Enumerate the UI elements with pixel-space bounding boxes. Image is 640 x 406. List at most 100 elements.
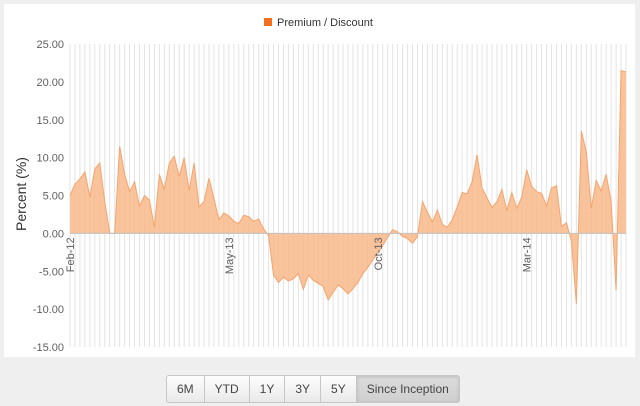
data-point[interactable] xyxy=(440,222,444,226)
data-point[interactable] xyxy=(589,206,593,210)
data-point[interactable] xyxy=(450,218,454,222)
data-point[interactable] xyxy=(306,273,310,277)
data-point[interactable] xyxy=(555,184,559,188)
data-point[interactable] xyxy=(356,281,360,285)
data-point[interactable] xyxy=(167,161,171,165)
data-point[interactable] xyxy=(237,222,241,226)
data-point[interactable] xyxy=(609,199,613,203)
data-point[interactable] xyxy=(416,234,420,238)
data-point[interactable] xyxy=(351,287,355,291)
data-point[interactable] xyxy=(430,220,434,224)
data-point[interactable] xyxy=(217,218,221,222)
data-point[interactable] xyxy=(272,273,276,277)
data-point[interactable] xyxy=(341,287,345,291)
data-point[interactable] xyxy=(460,190,464,194)
data-point[interactable] xyxy=(138,204,142,208)
data-point[interactable] xyxy=(480,186,484,190)
data-point[interactable] xyxy=(594,178,598,182)
data-point[interactable] xyxy=(262,227,266,231)
data-point[interactable] xyxy=(83,170,87,174)
data-point[interactable] xyxy=(485,196,489,200)
data-point[interactable] xyxy=(277,281,281,285)
data-point[interactable] xyxy=(242,213,246,217)
range-button-6m[interactable]: 6M xyxy=(167,376,205,402)
data-point[interactable] xyxy=(475,153,479,157)
data-point[interactable] xyxy=(420,200,424,204)
data-point[interactable] xyxy=(291,277,295,281)
data-point[interactable] xyxy=(103,200,107,204)
data-point[interactable] xyxy=(386,235,390,239)
data-point[interactable] xyxy=(406,237,410,241)
data-point[interactable] xyxy=(470,180,474,184)
data-point[interactable] xyxy=(177,175,181,179)
data-point[interactable] xyxy=(227,214,231,218)
data-point[interactable] xyxy=(78,177,82,181)
data-point[interactable] xyxy=(564,221,568,225)
data-point[interactable] xyxy=(366,265,370,269)
data-point[interactable] xyxy=(267,234,271,238)
data-point[interactable] xyxy=(247,215,251,219)
data-point[interactable] xyxy=(619,69,623,73)
range-button-ytd[interactable]: YTD xyxy=(205,376,250,402)
data-point[interactable] xyxy=(316,281,320,285)
data-point[interactable] xyxy=(445,225,449,229)
data-point[interactable] xyxy=(68,194,72,198)
data-point[interactable] xyxy=(296,272,300,276)
data-point[interactable] xyxy=(545,204,549,208)
data-point[interactable] xyxy=(252,219,256,223)
data-point[interactable] xyxy=(98,161,102,165)
data-point[interactable] xyxy=(500,187,504,191)
data-point[interactable] xyxy=(321,284,325,288)
data-point[interactable] xyxy=(535,190,539,194)
data-point[interactable] xyxy=(401,234,405,238)
data-point[interactable] xyxy=(281,275,285,279)
data-point[interactable] xyxy=(525,168,529,172)
data-point[interactable] xyxy=(569,239,573,243)
data-point[interactable] xyxy=(361,272,365,276)
data-point[interactable] xyxy=(624,70,628,74)
data-point[interactable] xyxy=(326,298,330,302)
data-point[interactable] xyxy=(346,292,350,296)
data-point[interactable] xyxy=(425,210,429,214)
data-point[interactable] xyxy=(550,186,554,190)
data-point[interactable] xyxy=(157,172,161,176)
data-point[interactable] xyxy=(579,129,583,133)
data-point[interactable] xyxy=(232,219,236,223)
data-point[interactable] xyxy=(530,184,534,188)
data-point[interactable] xyxy=(118,144,122,148)
data-point[interactable] xyxy=(133,180,137,184)
data-point[interactable] xyxy=(147,198,151,202)
legend[interactable]: Premium / Discount xyxy=(264,17,373,29)
data-point[interactable] xyxy=(311,278,315,282)
data-point[interactable] xyxy=(152,225,156,229)
data-point[interactable] xyxy=(331,290,335,294)
range-button-since-inception[interactable]: Since Inception xyxy=(356,376,459,402)
range-button-3y[interactable]: 3Y xyxy=(285,376,322,402)
data-point[interactable] xyxy=(142,194,146,198)
data-point[interactable] xyxy=(574,302,578,306)
data-point[interactable] xyxy=(604,172,608,176)
data-point[interactable] xyxy=(515,206,519,210)
data-point[interactable] xyxy=(192,161,196,165)
data-point[interactable] xyxy=(505,209,509,213)
data-point[interactable] xyxy=(510,190,514,194)
data-point[interactable] xyxy=(599,189,603,193)
data-point[interactable] xyxy=(286,279,290,283)
data-point[interactable] xyxy=(520,195,524,199)
data-point[interactable] xyxy=(172,154,176,158)
data-point[interactable] xyxy=(162,187,166,191)
data-point[interactable] xyxy=(128,190,132,194)
range-button-1y[interactable]: 1Y xyxy=(250,376,286,402)
data-point[interactable] xyxy=(88,195,92,199)
data-point[interactable] xyxy=(197,205,201,209)
data-point[interactable] xyxy=(411,241,415,245)
data-point[interactable] xyxy=(336,283,340,287)
range-button-5y[interactable]: 5Y xyxy=(321,376,357,402)
data-point[interactable] xyxy=(93,167,97,171)
data-point[interactable] xyxy=(490,206,494,210)
data-point[interactable] xyxy=(614,288,618,292)
data-point[interactable] xyxy=(222,211,226,215)
data-point[interactable] xyxy=(182,156,186,160)
data-point[interactable] xyxy=(559,225,563,229)
data-point[interactable] xyxy=(73,182,77,186)
